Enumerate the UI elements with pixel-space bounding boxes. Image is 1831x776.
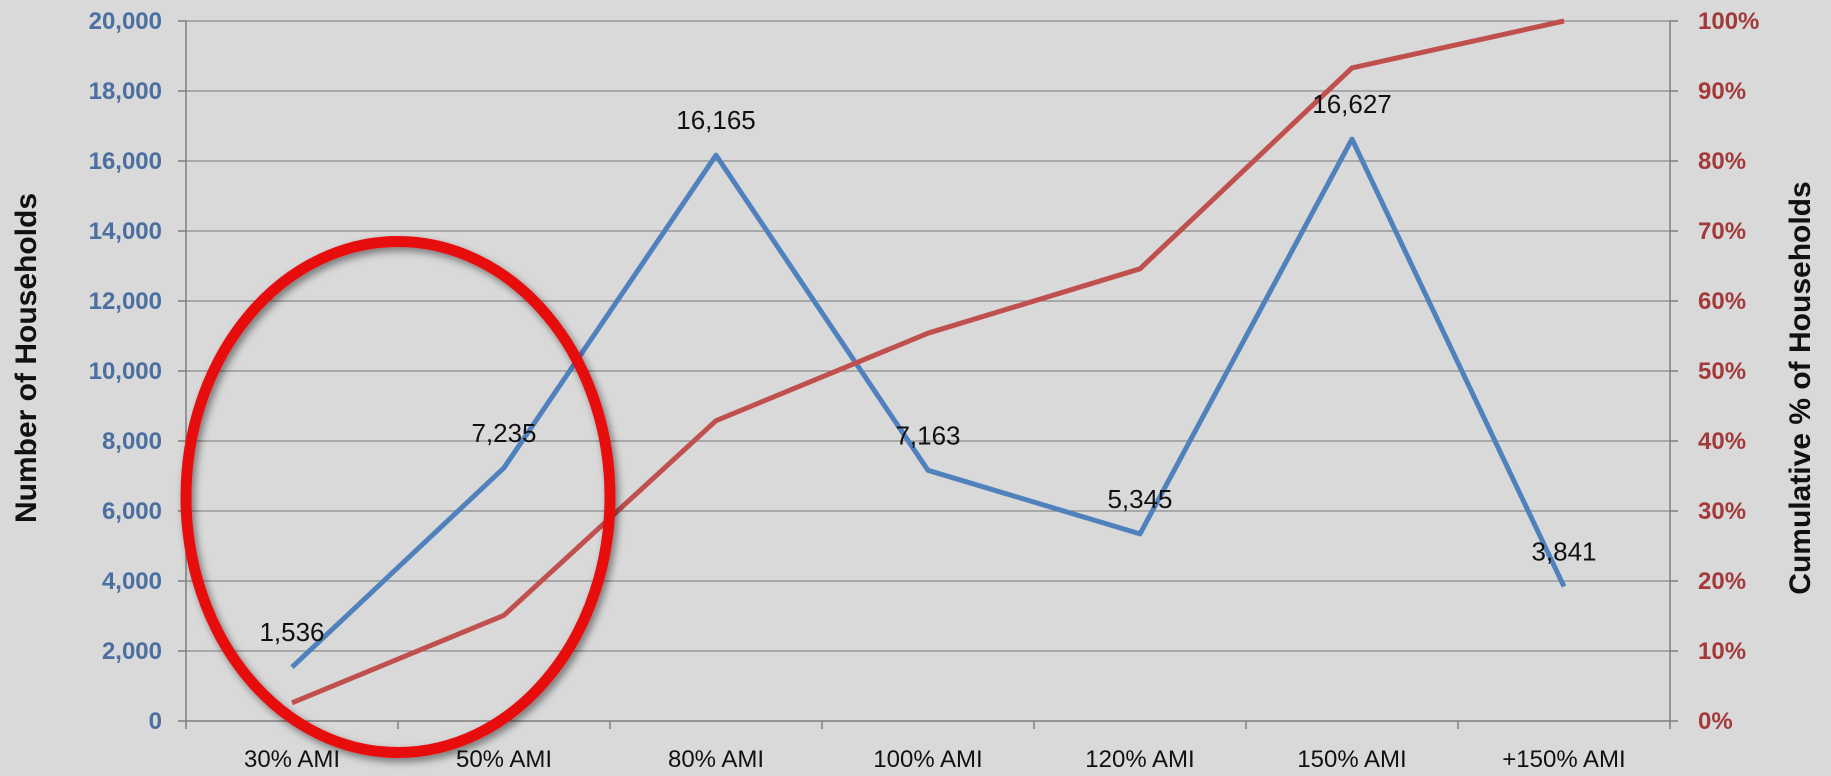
data-labels: 1,536 7,235 16,165 7,163 5,345 16,627 3,841 bbox=[259, 89, 1596, 647]
highlight-ellipse bbox=[180, 236, 616, 758]
data-label: 5,345 bbox=[1107, 484, 1172, 514]
x-tick-label: 150% AMI bbox=[1297, 746, 1406, 773]
x-axis-ticks: 30% AMI 50% AMI 80% AMI 100% AMI 120% AMI 150… bbox=[244, 746, 1626, 773]
y-tick-label: 8,000 bbox=[102, 428, 162, 455]
x-tick-label: 80% AMI bbox=[668, 746, 764, 773]
y2-tick-label: 80% bbox=[1698, 148, 1746, 175]
series-lines bbox=[290, 18, 1567, 706]
y2-tick-label: 50% bbox=[1698, 358, 1746, 385]
data-label: 7,235 bbox=[471, 418, 536, 448]
annotation-layer bbox=[180, 236, 616, 758]
y-axis-title: Number of Households bbox=[10, 193, 43, 523]
y-tick-label: 10,000 bbox=[89, 358, 162, 385]
data-label: 7,163 bbox=[895, 420, 960, 450]
y-tick-label: 14,000 bbox=[89, 218, 162, 245]
y2-tick-label: 20% bbox=[1698, 568, 1746, 595]
y2-tick-label: 30% bbox=[1698, 498, 1746, 525]
x-tick-label: 100% AMI bbox=[873, 746, 982, 773]
gridlines bbox=[186, 20, 1670, 652]
y2-tick-label: 10% bbox=[1698, 638, 1746, 665]
right-axis-ticks: 0% 10% 20% 30% 40% 50% 60% 70% 80% 90% 100% bbox=[1698, 8, 1759, 735]
x-tick-label: +150% AMI bbox=[1502, 746, 1625, 773]
data-label: 16,165 bbox=[676, 105, 756, 135]
y2-tick-label: 90% bbox=[1698, 78, 1746, 105]
y2-tick-label: 0% bbox=[1698, 708, 1733, 735]
y-tick-label: 20,000 bbox=[89, 8, 162, 35]
x-tick-label: 30% AMI bbox=[244, 746, 340, 773]
data-label: 16,627 bbox=[1312, 89, 1392, 119]
y2-axis-title: Cumulative % of Households bbox=[1784, 181, 1817, 594]
y2-tick-label: 100% bbox=[1698, 8, 1759, 35]
cumulative-series-line bbox=[291, 18, 1565, 706]
y-tick-label: 2,000 bbox=[102, 638, 162, 665]
y-tick-label: 0 bbox=[149, 708, 162, 735]
y2-tick-label: 60% bbox=[1698, 288, 1746, 315]
axes bbox=[178, 20, 1678, 729]
y-tick-label: 12,000 bbox=[89, 288, 162, 315]
left-axis-ticks: 0 2,000 4,000 6,000 8,000 10,000 12,000 14,000 1… bbox=[89, 8, 162, 735]
y2-tick-label: 40% bbox=[1698, 428, 1746, 455]
y-tick-label: 16,000 bbox=[89, 148, 162, 175]
x-tick-label: 120% AMI bbox=[1085, 746, 1194, 773]
data-label: 1,536 bbox=[259, 617, 324, 647]
data-label: 3,841 bbox=[1531, 537, 1596, 567]
x-tick-label: 50% AMI bbox=[456, 746, 552, 773]
y2-tick-label: 70% bbox=[1698, 218, 1746, 245]
y-tick-label: 18,000 bbox=[89, 78, 162, 105]
y-tick-label: 4,000 bbox=[102, 568, 162, 595]
households-series-line bbox=[290, 136, 1567, 670]
y-tick-label: 6,000 bbox=[102, 498, 162, 525]
